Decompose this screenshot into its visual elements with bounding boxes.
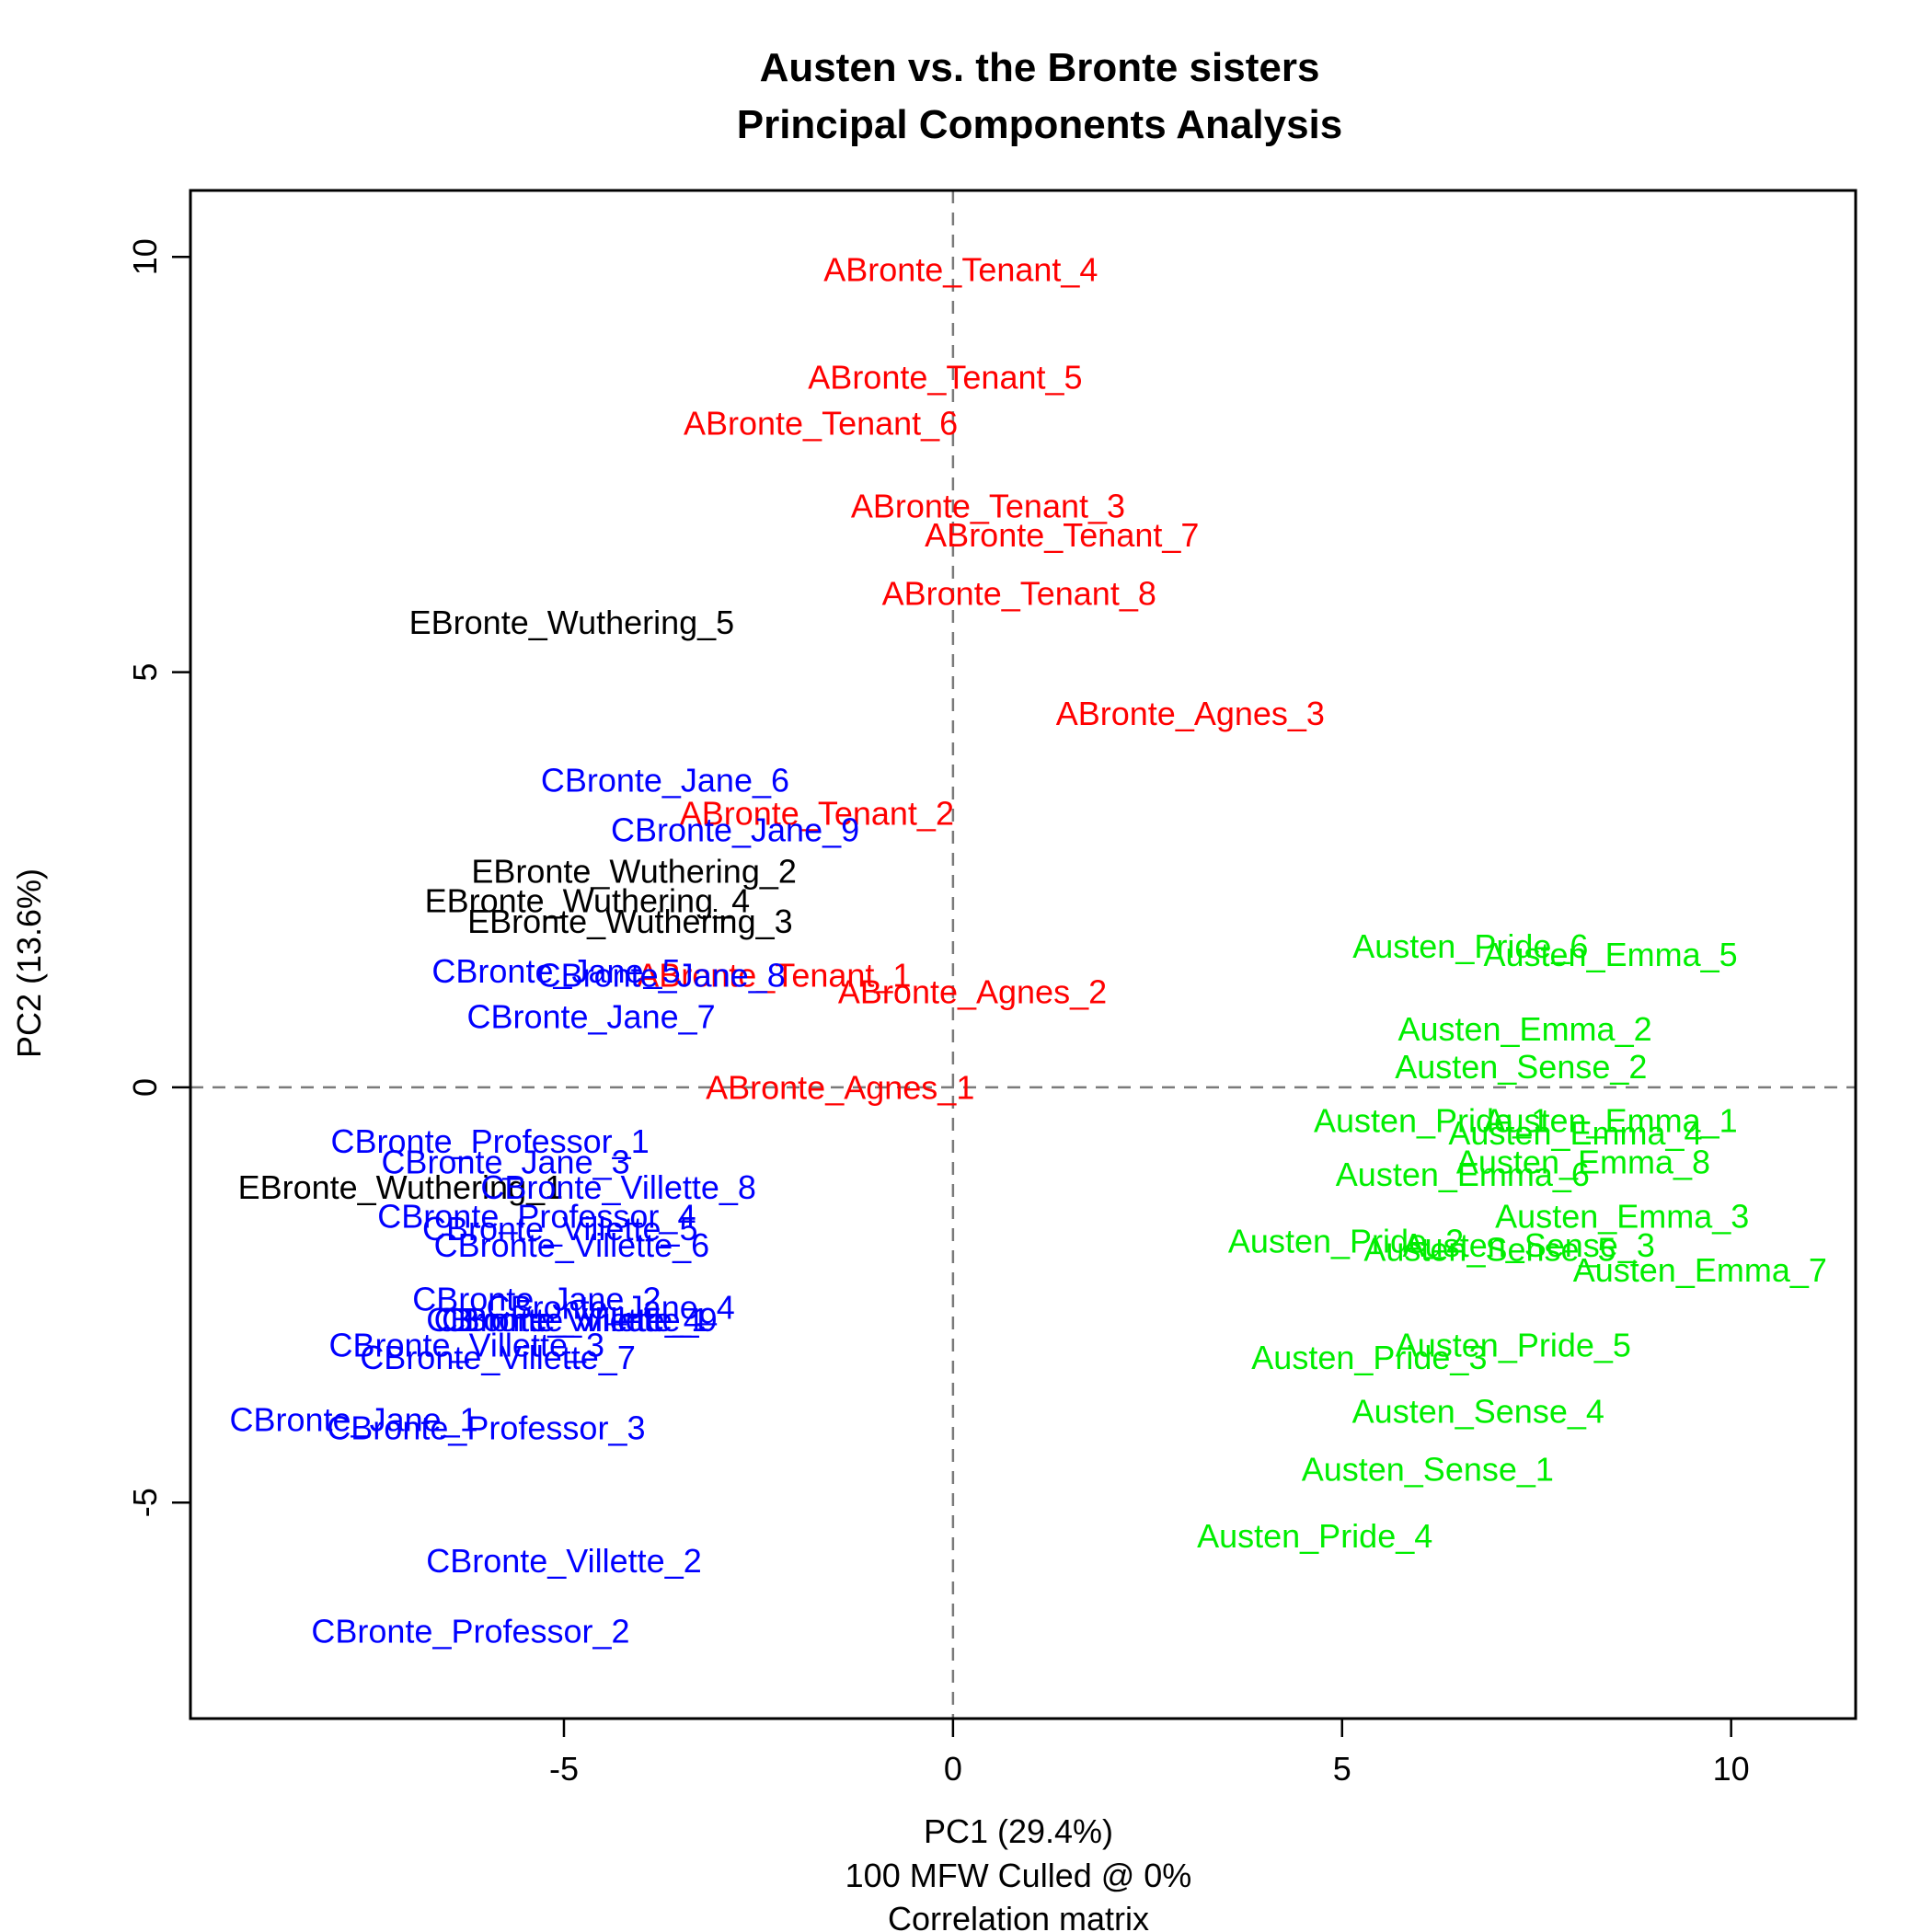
x-axis-subtitle-matrix: Correlation matrix (888, 1900, 1149, 1932)
point-label-cbronte-professor-3: CBronte_Professor_3 (327, 1409, 645, 1447)
point-label-cbronte-jane-6: CBronte_Jane_6 (541, 761, 789, 799)
point-label-austen-sense-2: Austen_Sense_2 (1395, 1048, 1647, 1086)
point-label-ebronte-wuthering-2: EBronte_Wuthering_2 (471, 853, 797, 891)
x-tick-label: 10 (1713, 1750, 1750, 1788)
point-label-austen-emma-7: Austen_Emma_7 (1573, 1251, 1827, 1289)
point-label-cbronte-professor-2: CBronte_Professor_2 (311, 1613, 629, 1650)
chart-title-line-2: Principal Components Analysis (737, 102, 1343, 147)
point-label-abronte-tenant-6: ABronte_Tenant_6 (684, 404, 958, 442)
point-label-cbronte-villette-9: CBronte_Villette_9 (442, 1301, 718, 1339)
point-label-austen-emma-6: Austen_Emma_6 (1336, 1156, 1590, 1193)
point-label-cbronte-villette-4: CBronte_Villette_4 (426, 1301, 702, 1339)
point-label-cbronte-villette-5: CBronte_Villette_5 (422, 1210, 698, 1248)
point-label-cbronte-jane-7: CBronte_Jane_7 (466, 998, 715, 1036)
point-label-ebronte-wuthering-5: EBronte_Wuthering_5 (409, 604, 735, 641)
point-label-austen-emma-5: Austen_Emma_5 (1483, 936, 1737, 973)
point-label-austen-pride-2: Austen_Pride_2 (1228, 1222, 1464, 1259)
point-label-cbronte-jane-5: CBronte_Jane_5 (431, 952, 680, 990)
point-label-austen-emma-4: Austen_Emma_4 (1448, 1114, 1702, 1152)
y-axis-label: PC2 (13.6%) (10, 868, 48, 1058)
point-label-cbronte-villette-8: CBronte_Villette_8 (480, 1168, 756, 1206)
point-label-austen-pride-5: Austen_Pride_5 (1396, 1326, 1631, 1363)
point-label-austen-sense-1: Austen_Sense_1 (1302, 1451, 1554, 1489)
point-label-austen-pride-6: Austen_Pride_6 (1352, 927, 1588, 965)
x-axis-label: PC1 (29.4%) (924, 1812, 1113, 1850)
point-label-ebronte-wuthering-4: EBronte_Wuthering_4 (425, 881, 751, 919)
point-label-cbronte-jane-9: CBronte_Jane_9 (611, 811, 859, 849)
x-axis-subtitle-mfw: 100 MFW Culled @ 0% (845, 1857, 1192, 1894)
point-label-austen-sense-4: Austen_Sense_4 (1352, 1392, 1604, 1430)
point-label-abronte-agnes-3: ABronte_Agnes_3 (1056, 695, 1325, 732)
point-label-austen-sense-5: Austen_Sense_5 (1363, 1230, 1616, 1268)
point-label-abronte-tenant-1: ABronte_Tenant_1 (637, 957, 911, 995)
point-label-austen-emma-8: Austen_Emma_8 (1456, 1144, 1710, 1181)
point-label-abronte-tenant-4: ABronte_Tenant_4 (823, 250, 1098, 288)
point-label-cbronte-jane-1: CBronte_Jane_1 (230, 1401, 478, 1439)
point-label-cbronte-villette-2: CBronte_Villette_2 (426, 1542, 702, 1580)
point-label-cbronte-jane-2: CBronte_Jane_2 (412, 1281, 661, 1318)
point-label-cbronte-villette-6: CBronte_Villette_6 (434, 1226, 710, 1264)
x-tick-label: 5 (1333, 1750, 1351, 1788)
y-tick-label: -5 (126, 1488, 164, 1517)
point-label-cbronte-villette-1: CBronte_Villette_1 (434, 1301, 710, 1339)
point-label-abronte-tenant-2: ABronte_Tenant_2 (680, 795, 954, 833)
x-tick-label: -5 (549, 1750, 579, 1788)
y-tick-label: 0 (126, 1078, 164, 1097)
plot-area: ABronte_Tenant_4 ABronte_Tenant_5 ABronte_… (190, 190, 1856, 1719)
point-label-austen-emma-1: Austen_Emma_1 (1483, 1102, 1737, 1140)
point-label-austen-pride-3: Austen_Pride_3 (1251, 1339, 1487, 1376)
point-label-cbronte-professor-1: CBronte_Professor_1 (331, 1122, 650, 1160)
chart-title-line-1: Austen vs. the Bronte sisters (760, 45, 1320, 90)
point-label-cbronte-villette-7: CBronte_Villette_7 (360, 1339, 636, 1376)
point-label-cbronte-jane-8: CBronte_Jane_8 (537, 957, 786, 995)
point-label-austen-sense-3: Austen_Sense_3 (1403, 1226, 1655, 1264)
point-label-abronte-tenant-5: ABronte_Tenant_5 (808, 359, 1082, 397)
plot-frame (189, 189, 1857, 1720)
x-axis: -5 0 5 10 (549, 1719, 1750, 1788)
y-tick-label: 10 (126, 238, 164, 275)
x-tick-label: 0 (944, 1750, 962, 1788)
point-label-abronte-tenant-8: ABronte_Tenant_8 (882, 574, 1156, 612)
point-label-abronte-tenant-3: ABronte_Tenant_3 (851, 488, 1125, 525)
point-label-abronte-agnes-2: ABronte_Agnes_2 (838, 973, 1107, 1011)
point-label-abronte-tenant-7: ABronte_Tenant_7 (925, 516, 1199, 554)
point-label-austen-emma-2: Austen_Emma_2 (1397, 1010, 1651, 1048)
y-axis: -5 0 5 10 (126, 238, 190, 1517)
point-label-cbronte-villette-3: CBronte_Villette_3 (328, 1326, 604, 1363)
y-tick-label: 5 (126, 663, 164, 682)
point-label-cbronte-professor-4: CBronte_Professor_4 (377, 1197, 696, 1235)
point-label-ebronte-wuthering-1: EBronte_Wuthering_1 (238, 1168, 564, 1206)
point-label-cbronte-jane-3: CBronte_Jane_3 (381, 1144, 629, 1181)
point-label-ebronte-wuthering-3: EBronte_Wuthering_3 (467, 903, 793, 940)
point-label-abronte-agnes-1: ABronte_Agnes_1 (706, 1068, 974, 1106)
point-label-austen-pride-1: Austen_Pride_1 (1314, 1102, 1549, 1140)
point-label-austen-emma-3: Austen_Emma_3 (1495, 1197, 1749, 1235)
point-label-cbronte-jane-4: CBronte_Jane_4 (487, 1289, 735, 1327)
point-label-austen-pride-4: Austen_Pride_4 (1197, 1517, 1432, 1555)
